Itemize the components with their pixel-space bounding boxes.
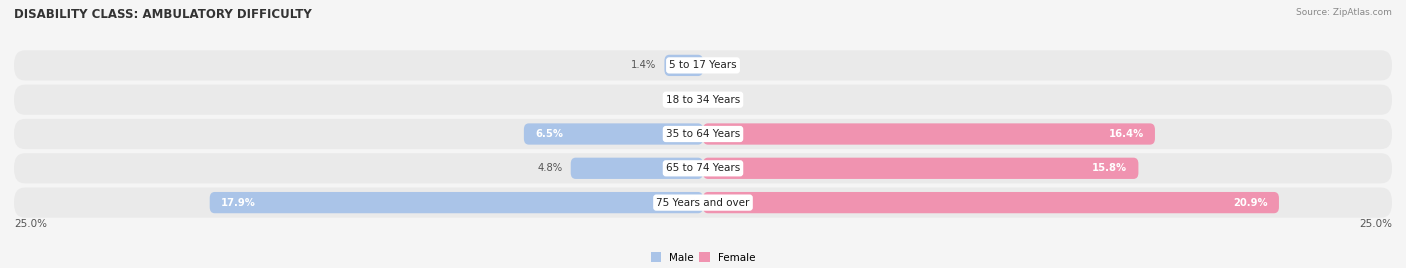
Text: Source: ZipAtlas.com: Source: ZipAtlas.com xyxy=(1296,8,1392,17)
FancyBboxPatch shape xyxy=(524,123,703,145)
FancyBboxPatch shape xyxy=(703,158,1139,179)
Text: 4.8%: 4.8% xyxy=(537,163,562,173)
Text: 25.0%: 25.0% xyxy=(1360,219,1392,229)
Text: 1.4%: 1.4% xyxy=(631,60,657,70)
Text: 5 to 17 Years: 5 to 17 Years xyxy=(669,60,737,70)
Legend: Male, Female: Male, Female xyxy=(651,252,755,263)
Text: 0.0%: 0.0% xyxy=(713,95,738,105)
Text: 25.0%: 25.0% xyxy=(14,219,46,229)
Text: 0.0%: 0.0% xyxy=(668,95,693,105)
FancyBboxPatch shape xyxy=(14,85,1392,115)
Text: 6.5%: 6.5% xyxy=(534,129,562,139)
Text: 65 to 74 Years: 65 to 74 Years xyxy=(666,163,740,173)
Text: 15.8%: 15.8% xyxy=(1092,163,1128,173)
Text: 16.4%: 16.4% xyxy=(1109,129,1144,139)
FancyBboxPatch shape xyxy=(14,188,1392,218)
FancyBboxPatch shape xyxy=(14,153,1392,183)
FancyBboxPatch shape xyxy=(703,123,1154,145)
FancyBboxPatch shape xyxy=(703,192,1279,213)
Text: 18 to 34 Years: 18 to 34 Years xyxy=(666,95,740,105)
Text: DISABILITY CLASS: AMBULATORY DIFFICULTY: DISABILITY CLASS: AMBULATORY DIFFICULTY xyxy=(14,8,312,21)
FancyBboxPatch shape xyxy=(571,158,703,179)
FancyBboxPatch shape xyxy=(14,50,1392,80)
Text: 20.9%: 20.9% xyxy=(1233,198,1268,208)
Text: 17.9%: 17.9% xyxy=(221,198,256,208)
FancyBboxPatch shape xyxy=(14,119,1392,149)
Text: 35 to 64 Years: 35 to 64 Years xyxy=(666,129,740,139)
Text: 75 Years and over: 75 Years and over xyxy=(657,198,749,208)
Text: 0.0%: 0.0% xyxy=(713,60,738,70)
FancyBboxPatch shape xyxy=(209,192,703,213)
FancyBboxPatch shape xyxy=(665,55,703,76)
